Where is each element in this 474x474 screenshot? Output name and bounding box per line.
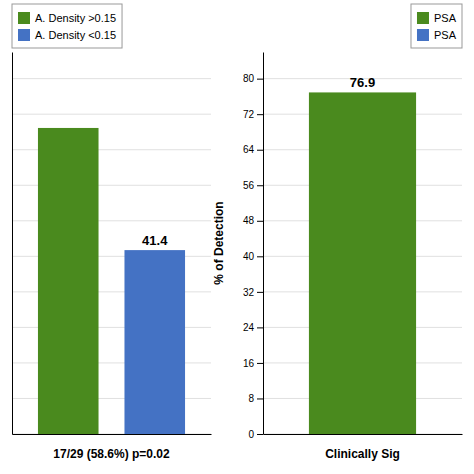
grid-line — [12, 114, 211, 115]
y-tick: 64 — [243, 144, 263, 155]
bar — [309, 92, 416, 434]
y-tick: 56 — [243, 180, 263, 191]
bar — [124, 250, 185, 434]
bars — [38, 128, 185, 434]
y-tick-label: 0 — [248, 429, 254, 440]
x-axis-line — [13, 434, 212, 435]
legend: PSA PSA — [411, 4, 462, 48]
legend-box — [12, 4, 122, 48]
y-tick: 72 — [243, 109, 263, 120]
grid — [12, 79, 211, 434]
data-labels: 41.4 — [142, 233, 168, 248]
y-tick: 80 — [243, 73, 263, 84]
y-tick-mark — [257, 185, 263, 186]
bars — [309, 92, 416, 434]
y-axis-line — [12, 53, 13, 435]
grid-line — [12, 78, 211, 79]
panel: 41.4 17/29 (58.6%) p=0.02 A. Density >0.15… — [12, 4, 212, 461]
grid — [263, 79, 462, 434]
y-tick-mark — [257, 363, 263, 364]
y-axis: 0 8 16 24 32 40 48 56 64 72 80 — [243, 53, 264, 440]
legend: A. Density >0.15 A. Density <0.15 — [12, 4, 122, 48]
y-tick: 48 — [243, 215, 263, 226]
legend-swatch — [417, 29, 429, 41]
legend-box — [411, 4, 462, 48]
y-tick-mark — [257, 434, 263, 435]
data-labels: 76.9 — [350, 75, 375, 90]
y-tick-label: 64 — [243, 144, 255, 155]
y-tick-label: 72 — [243, 109, 255, 120]
y-tick-mark — [257, 114, 263, 115]
y-tick: 24 — [243, 322, 263, 333]
x-axis-line — [264, 434, 463, 435]
y-tick-mark — [257, 292, 263, 293]
y-tick: 0 — [248, 429, 263, 440]
data-label: 41.4 — [142, 233, 168, 248]
data-label: 76.9 — [350, 75, 375, 90]
legend-label: A. Density >0.15 — [35, 12, 116, 24]
panel: 76.9 0 8 16 24 32 40 48 56 64 72 80 Clinically Sig % … — [212, 4, 463, 461]
y-tick-label: 16 — [243, 358, 255, 369]
y-tick-label: 80 — [243, 73, 255, 84]
y-tick-mark — [257, 79, 263, 80]
x-axis-title: Clinically Sig — [325, 447, 400, 461]
bar — [38, 128, 99, 434]
y-tick-label: 8 — [248, 393, 254, 404]
legend-label: A. Density <0.15 — [35, 29, 116, 41]
y-tick-mark — [257, 256, 263, 257]
y-tick-mark — [257, 327, 263, 328]
y-tick: 16 — [243, 358, 263, 369]
y-tick-label: 56 — [243, 180, 255, 191]
chart: 41.4 17/29 (58.6%) p=0.02 A. Density >0.15… — [0, 0, 474, 474]
x-axis-title: 17/29 (58.6%) p=0.02 — [53, 447, 170, 461]
y-axis-line — [263, 53, 264, 435]
y-tick-label: 32 — [243, 287, 255, 298]
y-tick-label: 48 — [243, 215, 255, 226]
legend-label: PSA — [434, 29, 457, 41]
y-tick: 8 — [248, 393, 263, 404]
legend-swatch — [18, 29, 30, 41]
y-tick-label: 24 — [243, 322, 255, 333]
y-tick-label: 40 — [243, 251, 255, 262]
legend-swatch — [417, 12, 429, 24]
y-tick-mark — [257, 221, 263, 222]
x-axis — [264, 434, 463, 435]
y-axis — [12, 53, 13, 435]
y-tick: 40 — [243, 251, 263, 262]
y-tick-mark — [257, 150, 263, 151]
y-axis-title: % of Detection — [212, 201, 226, 284]
legend-swatch — [18, 12, 30, 24]
y-tick: 32 — [243, 287, 263, 298]
y-tick-mark — [257, 398, 263, 399]
x-axis — [13, 434, 212, 435]
legend-label: PSA — [434, 12, 457, 24]
